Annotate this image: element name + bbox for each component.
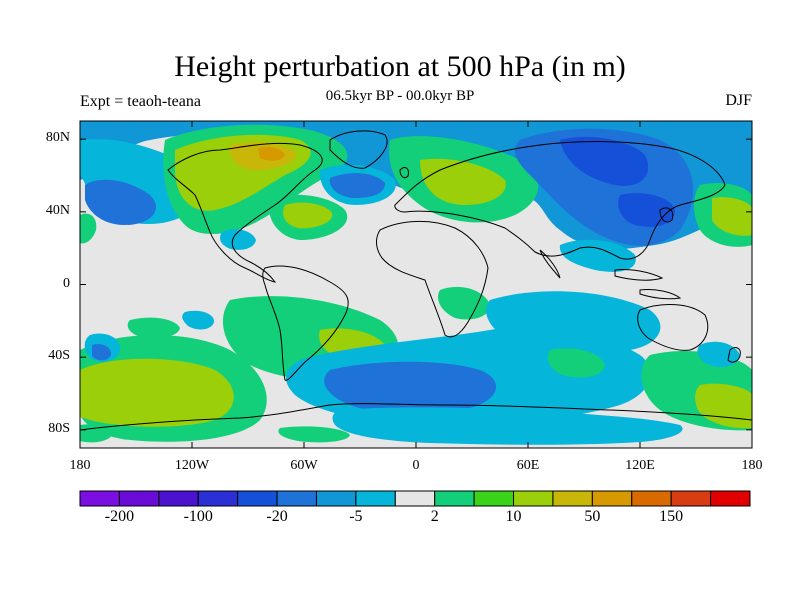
experiment-label: Expt = teaoh-teana (80, 93, 201, 110)
lat-label: 40S (48, 348, 70, 364)
coast-australia (637, 304, 709, 351)
colorbar-label: 150 (659, 508, 684, 525)
contour-blue-atl (329, 173, 385, 198)
lat-label: 0 (63, 275, 70, 291)
contour-blue-si (324, 361, 497, 415)
contour-yellowgreen-pac (712, 197, 752, 236)
colorbar-label: -20 (266, 508, 288, 525)
contour-green-ant (278, 426, 350, 443)
lat-label: 40N (45, 202, 70, 218)
lon-label: 120E (625, 458, 655, 473)
colorbar-label: -100 (183, 508, 213, 525)
contour-orange-na (258, 146, 285, 161)
axis-ticks (79, 121, 753, 448)
contour-darkblue-asia (560, 136, 649, 186)
contour-yellowgreen-atl (283, 202, 333, 229)
colorbar-label: 50 (584, 508, 601, 525)
coast-uk (399, 167, 409, 179)
contour-yellowgreen-eu (420, 158, 506, 205)
contour-cyan-sp2 (182, 310, 215, 330)
lat-label: 80S (48, 420, 70, 436)
lon-label: 120W (174, 458, 210, 473)
lat-label: 80N (45, 130, 70, 146)
coast-sea-islands (614, 269, 682, 300)
coast-new-zealand (727, 347, 741, 363)
colorbar-label: -5 (349, 508, 363, 525)
contour-cyan-car (220, 229, 256, 250)
contour-cyan-sea (559, 239, 636, 272)
contour-cyan-ant (332, 407, 683, 445)
contour-green-af (437, 286, 490, 320)
colorbar-label: -200 (104, 508, 135, 525)
lon-label: 180 (741, 458, 763, 473)
comparison-label: 06.5kyr BP - 00.0kyr BP (325, 88, 475, 104)
coastlines (80, 130, 752, 431)
colorbar-label: 2 (430, 508, 439, 525)
plot-title: Height perturbation at 500 hPa (in m) (174, 50, 626, 83)
coast-africa (376, 220, 489, 338)
contour-cyan-io (486, 291, 661, 352)
coast-japan (659, 207, 674, 223)
coast-india (539, 249, 561, 279)
lon-label: 60E (516, 458, 540, 473)
colorbar-label: 10 (505, 508, 522, 525)
contour-blue-sp (92, 344, 112, 361)
lon-label: 0 (412, 458, 420, 473)
season-label: DJF (725, 92, 752, 109)
contour-green-pac-w (80, 213, 97, 244)
coast-north-america (167, 142, 323, 283)
coast-eurasia (394, 141, 726, 260)
contour-green-sp2 (127, 317, 180, 338)
contour-darkblue-jp (618, 193, 675, 227)
contour-green-io (547, 348, 605, 378)
coast-greenland (329, 130, 388, 169)
contour-yellowgreen-aus (695, 383, 752, 429)
lon-label: 180 (69, 458, 91, 473)
coast-antarctica (80, 403, 752, 431)
contour-blue-np (85, 179, 156, 225)
coast-south-america (262, 265, 349, 381)
contour-yellowgreen-sp (80, 358, 234, 427)
lon-label: 60W (290, 458, 318, 473)
